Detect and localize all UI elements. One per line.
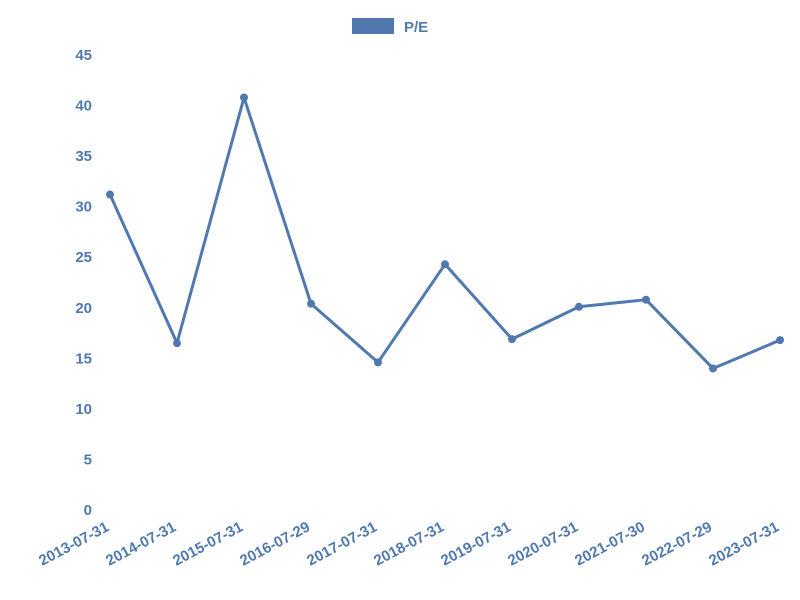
- y-tick-label: 20: [75, 300, 92, 317]
- data-point: [575, 303, 583, 311]
- y-tick-label: 30: [75, 199, 92, 216]
- y-tick-label: 5: [84, 451, 92, 468]
- data-point: [307, 300, 315, 308]
- data-point: [709, 364, 717, 372]
- data-point: [508, 335, 516, 343]
- y-tick-label: 35: [75, 148, 92, 165]
- data-point: [374, 358, 382, 366]
- data-point: [642, 296, 650, 304]
- y-tick-label: 45: [75, 47, 92, 64]
- line-chart: 0510152025303540452013-07-312014-07-3120…: [0, 0, 800, 600]
- y-tick-label: 25: [75, 249, 92, 266]
- y-tick-label: 15: [75, 350, 92, 367]
- legend-swatch: [352, 18, 394, 34]
- data-point: [240, 93, 248, 101]
- data-point: [173, 339, 181, 347]
- data-point: [441, 260, 449, 268]
- y-tick-label: 40: [75, 98, 92, 115]
- legend-label: P/E: [404, 19, 428, 36]
- chart-svg: 0510152025303540452013-07-312014-07-3120…: [0, 0, 800, 600]
- data-point: [106, 191, 114, 199]
- y-tick-label: 10: [75, 401, 92, 418]
- data-point: [776, 336, 784, 344]
- y-tick-label: 0: [84, 502, 92, 519]
